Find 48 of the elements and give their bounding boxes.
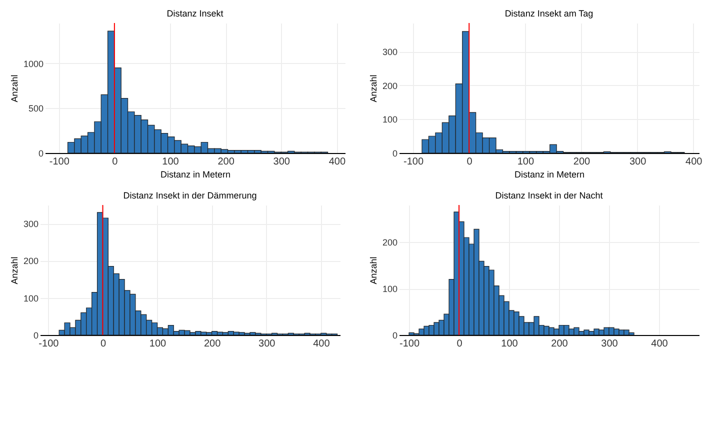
x-tick-label: 200 xyxy=(573,156,591,168)
chart-title: Distanz Insekt in der Dämmerung xyxy=(123,190,257,200)
x-tick-label: 400 xyxy=(651,338,668,350)
x-tick-label: 0 xyxy=(112,156,118,168)
y-axis-title: Anzahl xyxy=(368,256,378,284)
y-tick-label: 1000 xyxy=(23,58,44,69)
y-axis-title: Anzahl xyxy=(368,74,378,102)
y-tick-label: 100 xyxy=(382,114,398,125)
y-tick-label: 0 xyxy=(38,148,44,158)
chart-title: Distanz Insekt xyxy=(166,8,224,18)
x-tick-label: 200 xyxy=(218,156,235,168)
chart-title: Distanz Insekt in der Nacht xyxy=(495,190,604,200)
y-tick-label: 300 xyxy=(382,47,398,58)
x-tick-label: 300 xyxy=(601,338,618,350)
x-tick-label: 0 xyxy=(100,338,106,350)
y-axis-title: Anzahl xyxy=(9,74,20,102)
y-axis-title: Anzahl xyxy=(9,256,20,284)
x-tick-label: -100 xyxy=(49,156,70,168)
x-axis-title: Distanz in Metern xyxy=(514,170,585,180)
chart-title: Distanz Insekt am Tag xyxy=(504,8,594,18)
x-tick-label: 0 xyxy=(456,338,463,350)
x-axis-title: Distanz in Metern xyxy=(160,170,231,180)
x-tick-label: 300 xyxy=(629,156,647,168)
x-tick-label: 0 xyxy=(466,156,473,168)
x-tick-label: -100 xyxy=(38,338,60,350)
x-tick-label: 100 xyxy=(517,156,534,168)
y-tick-label: 0 xyxy=(392,148,398,158)
y-tick-label: 0 xyxy=(33,330,38,340)
y-tick-label: 300 xyxy=(23,219,38,230)
x-tick-label: 200 xyxy=(551,338,568,350)
x-tick-label: 100 xyxy=(162,156,180,168)
x-tick-label: 100 xyxy=(149,338,167,350)
x-tick-label: 400 xyxy=(686,156,703,168)
x-tick-label: 400 xyxy=(313,338,330,350)
x-tick-label: -100 xyxy=(404,156,424,168)
y-tick-label: 200 xyxy=(382,80,398,91)
y-tick-label: 500 xyxy=(28,104,44,114)
y-tick-label: 100 xyxy=(23,293,38,304)
x-tick-label: 100 xyxy=(501,338,518,350)
y-tick-label: 100 xyxy=(382,284,398,294)
y-tick-label: 200 xyxy=(382,238,398,248)
x-tick-label: 200 xyxy=(204,338,222,350)
x-tick-label: -100 xyxy=(399,338,420,350)
x-tick-label: 300 xyxy=(258,338,276,350)
x-tick-label: 300 xyxy=(273,156,290,168)
y-tick-label: 200 xyxy=(23,256,38,266)
x-tick-label: 400 xyxy=(328,156,346,168)
y-tick-label: 0 xyxy=(392,330,398,340)
